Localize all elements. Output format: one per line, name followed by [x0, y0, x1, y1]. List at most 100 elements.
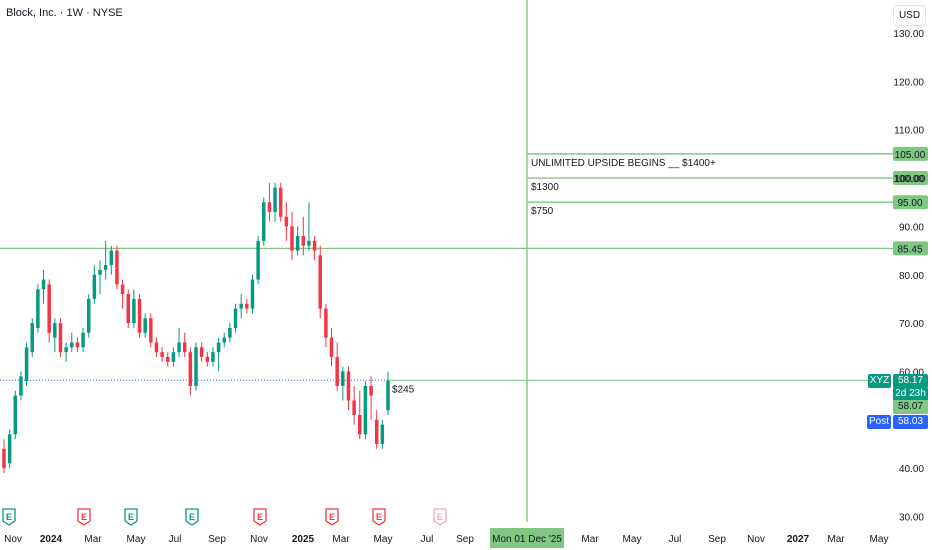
- level-annotation: UNLIMITED UPSIDE BEGINS __ $1400+: [531, 158, 716, 169]
- candle-body: [358, 414, 362, 435]
- earnings-icon[interactable]: E: [433, 508, 447, 526]
- currency-button[interactable]: USD: [893, 5, 926, 26]
- candle-body: [24, 347, 29, 382]
- y-tick-label: 120.00: [893, 77, 924, 88]
- earnings-icon[interactable]: E: [253, 508, 267, 526]
- earnings-badge-shape: [77, 508, 91, 526]
- y-tick-label: 70.00: [899, 319, 924, 330]
- candle-body: [228, 327, 232, 338]
- x-tick-label: Nov: [250, 534, 268, 545]
- earnings-icon[interactable]: E: [77, 508, 91, 526]
- candle-body: [256, 240, 260, 280]
- candle-body: [166, 356, 170, 362]
- candle-body: [211, 352, 215, 362]
- candle-body: [154, 342, 159, 353]
- candle-body: [2, 448, 6, 469]
- candle-body: [53, 323, 57, 338]
- earnings-icon[interactable]: E: [124, 508, 138, 526]
- candle-body: [245, 303, 249, 309]
- candle-body: [278, 187, 283, 217]
- post-label-badge: Post: [867, 415, 891, 429]
- time-axis: Nov 2024 Mar May Jul Sep Nov 2025 Mar May Jul Sep Mo…: [4, 528, 888, 548]
- x-tick-label: 2025: [292, 534, 315, 545]
- candle-body: [318, 255, 322, 309]
- candle-body: [267, 202, 272, 212]
- candle-body: [160, 352, 164, 357]
- level-price-badge: [893, 146, 928, 161]
- candle-body: [205, 356, 210, 362]
- candle-body: [188, 352, 193, 386]
- level-price-label: 85.45: [897, 244, 922, 255]
- x-tick-label: Mar: [581, 534, 599, 545]
- x-tick-label: Mar: [84, 534, 102, 545]
- candle-body: [126, 294, 130, 324]
- x-tick-label: May: [623, 534, 642, 545]
- x-tick-label: Nov: [747, 534, 765, 545]
- earnings-letter: E: [376, 512, 382, 522]
- earnings-icon[interactable]: E: [372, 508, 386, 526]
- x-tick-label: Sep: [708, 534, 726, 545]
- candle-body: [19, 376, 23, 396]
- candle-body: [341, 371, 345, 386]
- candle-body: [386, 380, 390, 411]
- y-tick-label: 90.00: [899, 222, 924, 233]
- candle-body: [307, 240, 311, 246]
- earnings-badge-shape: [325, 508, 339, 526]
- candle-body: [137, 298, 142, 333]
- candle-body: [70, 342, 74, 348]
- candlestick-series: [2, 182, 390, 473]
- x-tick-label: Jul: [421, 534, 434, 545]
- candle-body: [380, 424, 385, 444]
- earnings-badge-shape: [2, 508, 16, 526]
- candle-body: [143, 318, 147, 333]
- earnings-badge-shape: [185, 508, 199, 526]
- candle-body: [115, 250, 119, 285]
- candle-body: [335, 356, 339, 386]
- candle-body: [312, 240, 317, 251]
- earnings-icon[interactable]: E: [185, 508, 199, 526]
- candle-body: [98, 269, 102, 275]
- earnings-letter: E: [437, 512, 443, 522]
- candle-body: [81, 332, 85, 348]
- candle-body: [171, 352, 176, 362]
- ticker-badge: XYZ: [868, 374, 891, 388]
- earnings-icon[interactable]: E: [325, 508, 339, 526]
- level-annotation: $750: [531, 206, 554, 217]
- candle-body: [222, 337, 226, 343]
- earnings-letter: E: [257, 512, 263, 522]
- earnings-icon[interactable]: E: [2, 508, 16, 526]
- candle-body: [194, 347, 198, 386]
- x-tick-label: Mon 01 Dec '25: [492, 534, 562, 545]
- earnings-letter: E: [81, 512, 87, 522]
- earnings-badge-shape: [124, 508, 138, 526]
- level-price-badge: [893, 195, 928, 210]
- candle-body: [346, 371, 351, 401]
- candle-body: [41, 279, 46, 290]
- candle-body: [64, 347, 68, 353]
- x-tick-label: Mar: [827, 534, 845, 545]
- candle-body: [132, 298, 136, 324]
- candle-body: [290, 226, 294, 251]
- level-price-label: 100.00: [895, 174, 926, 185]
- earnings-letter: E: [189, 512, 195, 522]
- x-tick-label: Sep: [456, 534, 474, 545]
- candle-body: [7, 434, 12, 464]
- candle-body: [149, 318, 153, 343]
- price-axis: 130.00 120.00 110.00 100.00 90.00 80.00 70.00 6…: [893, 29, 924, 524]
- candle-body: [182, 342, 187, 353]
- x-tick-label: Jul: [169, 534, 182, 545]
- candle-body: [109, 250, 114, 266]
- candle-body: [329, 337, 334, 357]
- y-tick-label: 60.00: [899, 367, 924, 378]
- countdown-badge: 2d 23h: [893, 387, 928, 401]
- earnings-badge-shape: [433, 508, 447, 526]
- x-tick-label: 2027: [787, 534, 810, 545]
- close-price-badge: 58.07: [893, 400, 928, 414]
- x-tick-label: Sep: [208, 534, 226, 545]
- candle-body: [47, 284, 51, 333]
- level-price-label: 95.00: [897, 198, 922, 209]
- level-annotation: $245: [392, 384, 415, 395]
- candle-body: [233, 308, 238, 328]
- candle-body: [58, 323, 63, 353]
